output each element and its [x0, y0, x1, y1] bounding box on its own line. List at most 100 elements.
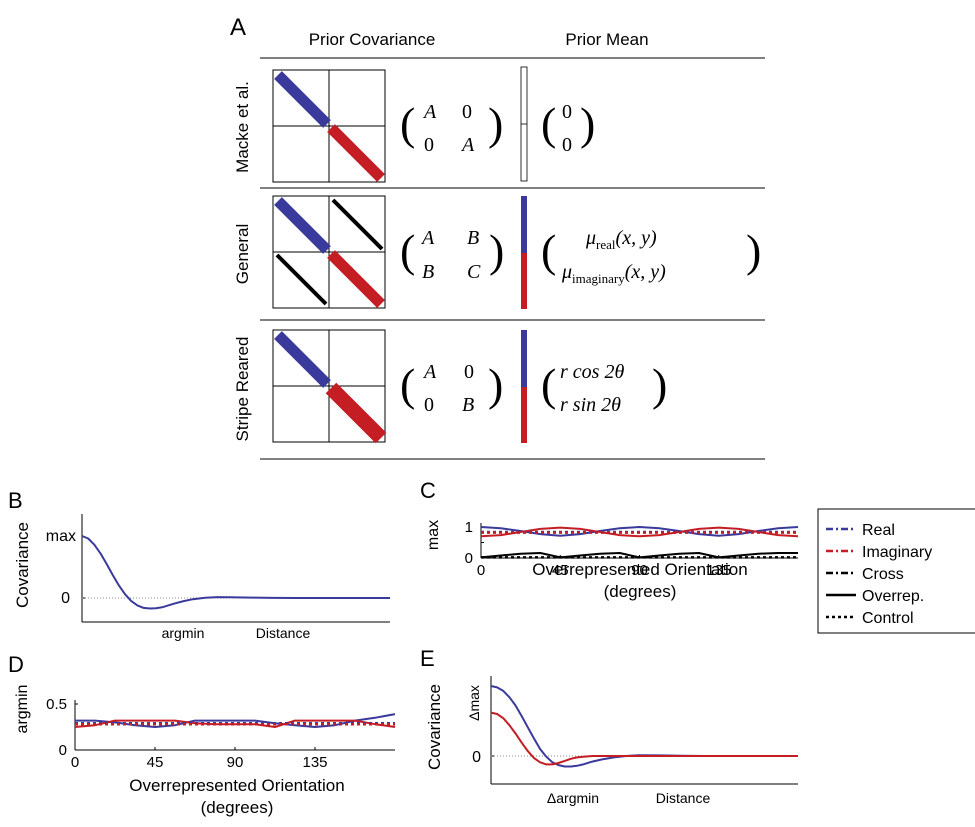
diag-real-block: [274, 197, 331, 254]
diag-cross-block-upper: [331, 198, 384, 251]
mean-bottom: 0: [562, 134, 572, 156]
chart-e-ylabel: Covariance: [425, 684, 444, 770]
chart-b-xlabel: Distance: [256, 625, 311, 641]
panel-d: D argmin 0 45 90 135 0 0.5 Overrepresented Or…: [8, 652, 396, 817]
matrix-a11: A: [422, 361, 437, 383]
row-macke: Macke et al. ( A 0 0 A ) ( 0 0 ): [233, 66, 595, 183]
chart-e-ytick-max: Δmax: [466, 685, 482, 721]
chart-c-xtick-label: 90: [631, 562, 648, 579]
chart-d-xlabel: Overrepresented Orientation: [129, 776, 344, 795]
chart-c-xtick-label: 0: [477, 562, 485, 579]
legend-items: Real Imaginary Cross Overrep. Control: [826, 522, 932, 627]
mean-bar-imag: [521, 387, 527, 443]
mean-paren-left: (: [541, 359, 556, 410]
chart-d-ytick-label: 0: [59, 742, 67, 759]
legend: Real Imaginary Cross Overrep. Control: [817, 508, 975, 634]
panel-a: A Prior Covariance Prior Mean Macke et a…: [230, 14, 765, 460]
matrix-a21: 0: [424, 394, 434, 416]
series-line-0: [490, 685, 798, 768]
chart-d-axes: 0 45 90 135 0 0.5: [46, 696, 395, 771]
mean-paren-right: ): [580, 98, 595, 149]
legend-label-real: Real: [862, 522, 895, 539]
matrix-paren-left: (: [400, 359, 415, 410]
chart-e-plot-area: [490, 685, 798, 768]
chart-d-ytick-label: 0.5: [46, 696, 67, 713]
panel-b: B Covariance max 0 argmin Distance: [8, 488, 390, 641]
diag-real-block: [274, 71, 331, 128]
matrix-a12: 0: [464, 361, 474, 383]
chart-d-plot-area: [74, 713, 396, 728]
chart-e-ytick-zero: 0: [472, 749, 481, 766]
matrix-paren-left: (: [400, 225, 415, 276]
panel-label-b: B: [8, 488, 23, 513]
matrix-a21: 0: [424, 134, 434, 156]
panel-label-c: C: [420, 478, 436, 503]
diag-real-block: [274, 331, 331, 388]
chart-c-ytick-label: 1: [465, 519, 473, 536]
matrix-a22: B: [462, 394, 474, 416]
row-stripe-reared: Stripe Reared ( A 0 0 B ) ( r cos 2θ r s…: [233, 329, 667, 444]
mean-paren-right: ): [746, 225, 761, 276]
diag-imag-block: [325, 382, 387, 444]
row-label-macke: Macke et al.: [233, 81, 252, 173]
chart-d-xtick-label: 135: [302, 754, 327, 771]
panel-label-d: D: [8, 652, 24, 677]
panel-label-e: E: [420, 646, 435, 671]
mean-bottom: μimaginary(x, y): [561, 261, 666, 286]
chart-b-xtick-argmin: argmin: [162, 625, 205, 641]
chart-c-xtick-label: 135: [706, 562, 731, 579]
chart-d-ylabel: argmin: [14, 685, 31, 734]
matrix-paren-right: ): [488, 359, 503, 410]
matrix-a12: 0: [462, 101, 472, 123]
chart-b-ytick-max: max: [46, 528, 76, 545]
chart-c-xtick-label: 45: [552, 562, 569, 579]
matrix-a12: B: [467, 227, 479, 249]
mean-top: r cos 2θ: [560, 361, 624, 383]
matrix-paren-right: ): [488, 98, 503, 149]
mean-bottom: r sin 2θ: [560, 394, 621, 416]
matrix-a22: A: [460, 134, 475, 156]
mean-top: μreal(x, y): [585, 227, 657, 252]
matrix-a21: B: [422, 261, 434, 283]
chart-d-series-line-1: [74, 719, 396, 728]
legend-label-cross: Cross: [862, 566, 904, 583]
chart-d-xtick-label: 0: [71, 754, 79, 771]
matrix-paren-right: ): [489, 225, 504, 276]
chart-e-xlabel: Distance: [656, 790, 711, 806]
legend-label-control: Control: [862, 610, 914, 627]
chart-d-xtick-label: 45: [147, 754, 164, 771]
chart-b-ytick-zero: 0: [61, 590, 70, 607]
mean-bar-real: [521, 330, 527, 387]
chart-c-series-line-1: [480, 526, 799, 538]
matrix-a11: A: [422, 101, 437, 123]
chart-c-ylabel: max: [425, 520, 442, 550]
series-line-0: [81, 535, 390, 610]
mean-paren-left: (: [541, 225, 556, 276]
row-general: General ( A B B C ) ( μreal(x, y) μimagi…: [233, 195, 761, 309]
legend-label-overrep: Overrep.: [862, 588, 924, 605]
mean-paren-left: (: [541, 98, 556, 149]
mean-bar-real: [521, 196, 527, 253]
diag-imag-block: [327, 124, 385, 182]
panel-c: C max 0 45 90 135 0 1 Overrepresented Orienta…: [420, 478, 799, 601]
row-label-general: General: [233, 224, 252, 284]
panel-label-a: A: [230, 14, 246, 41]
chart-c-plot-area: [480, 526, 799, 559]
matrix-a11: A: [420, 227, 435, 249]
chart-b-plot-area: [81, 535, 390, 610]
mean-top: 0: [562, 101, 572, 123]
col-header-mean: Prior Mean: [565, 30, 648, 49]
chart-c-ytick-label: 0: [465, 550, 473, 567]
mean-bar-imag: [521, 253, 527, 309]
chart-b-ylabel: Covariance: [13, 522, 32, 608]
legend-label-imaginary: Imaginary: [862, 544, 932, 561]
matrix-paren-left: (: [400, 98, 415, 149]
chart-d-xlabel-unit: (degrees): [201, 798, 274, 817]
row-label-stripe-reared: Stripe Reared: [233, 337, 252, 442]
panel-e: E Covariance Δmax 0 Δargmin Distance: [420, 646, 798, 806]
chart-c-xlabel-unit: (degrees): [604, 582, 677, 601]
matrix-a22: C: [467, 261, 481, 283]
mean-paren-right: ): [652, 359, 667, 410]
series-line-1: [490, 711, 798, 766]
